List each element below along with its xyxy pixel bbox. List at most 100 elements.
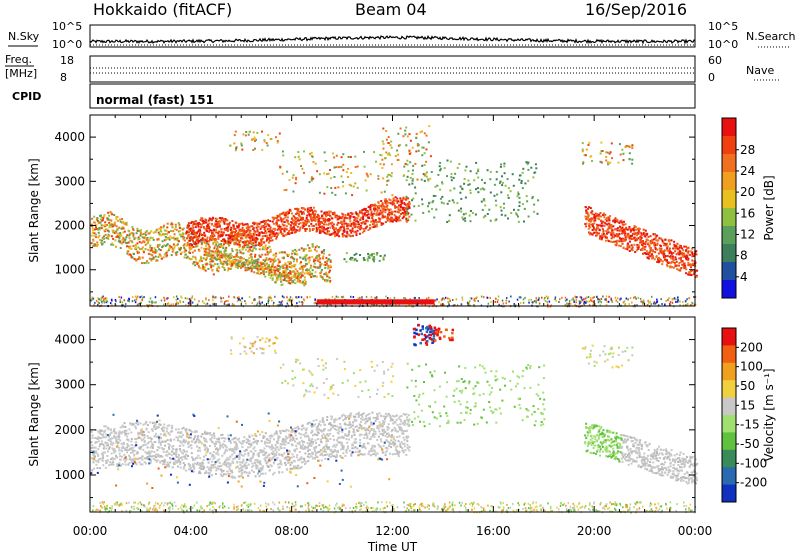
data-cell [670,252,673,255]
data-cell [326,219,329,222]
data-cell [421,164,424,167]
data-cell [130,231,133,234]
data-cell [645,250,648,253]
data-cell [262,273,265,276]
data-cell [588,141,591,144]
data-cell [254,262,256,265]
data-cell [369,224,371,227]
data-cell [242,234,245,237]
data-cell [382,205,385,208]
data-cell [295,176,298,179]
data-cell [391,203,394,206]
data-cell [587,216,590,219]
data-cell [448,298,451,300]
data-cell [251,138,254,141]
data-cell [322,219,325,222]
data-cell [373,256,376,258]
data-cell [619,153,622,156]
data-cell [104,297,107,300]
data-cell [363,221,365,224]
data-cell [355,232,358,235]
data-cell [687,259,690,262]
data-cell [291,270,294,273]
data-cell [479,188,482,191]
data-cell [416,178,419,181]
data-cell [286,170,289,173]
data-cell [642,242,645,245]
data-cell [327,227,330,230]
data-cell [615,220,618,223]
data-cell [109,224,111,227]
data-cell [591,229,594,231]
data-cell [618,244,621,247]
data-cell [506,178,509,181]
data-cell [225,253,228,256]
data-cell [644,245,647,248]
data-cell [255,264,258,267]
data-cell [156,259,159,262]
data-cell [203,302,205,305]
data-cell [227,303,229,306]
data-cell [513,304,515,306]
data-cell [217,237,220,240]
data-cell [640,237,643,239]
data-cell [583,298,585,301]
data-cell [152,238,155,241]
data-cell [522,301,525,304]
data-cell [286,273,289,276]
data-cell [593,213,596,216]
data-cell [216,247,219,250]
data-cell [466,301,469,304]
data-cell [122,236,125,239]
data-cell [211,235,214,238]
data-cell [371,223,374,226]
data-cell [249,267,252,270]
data-cell [622,246,625,249]
data-cell [190,297,192,300]
data-cell [388,211,391,214]
data-cell [174,251,177,254]
data-cell [242,133,245,136]
data-cell [164,238,167,241]
data-cell [358,232,361,235]
data-cell [605,159,608,162]
data-cell [204,234,207,237]
data-cell [287,232,290,235]
data-cell [328,258,330,261]
data-cell [146,229,149,232]
data-cell [235,239,237,242]
data-cell [375,160,377,163]
data-cell [673,258,675,261]
data-cell [176,251,179,254]
data-cell [501,184,504,187]
data-cell [456,166,459,169]
data-cell [306,268,309,271]
data-cell [93,232,96,235]
data-cell [101,236,104,239]
data-cell [628,246,631,249]
data-cell [320,229,323,232]
data-cell [206,263,209,266]
data-cell [264,234,267,237]
data-cell [275,217,278,220]
data-cell [689,304,692,306]
data-cell [350,222,353,225]
data-cell [310,178,313,181]
data-cell [483,181,486,184]
data-cell [329,264,332,267]
data-cell [622,159,625,162]
data-cell [393,199,395,202]
data-cell [182,244,185,247]
data-cell [564,296,567,299]
data-cell [236,262,238,265]
data-cell [483,296,485,299]
data-cell [413,205,416,208]
data-cell [310,206,312,209]
data-cell [421,198,423,201]
data-cell [235,237,238,240]
data-cell [264,258,267,261]
data-cell [95,460,98,463]
data-cell [261,226,264,228]
data-cell [283,229,286,232]
